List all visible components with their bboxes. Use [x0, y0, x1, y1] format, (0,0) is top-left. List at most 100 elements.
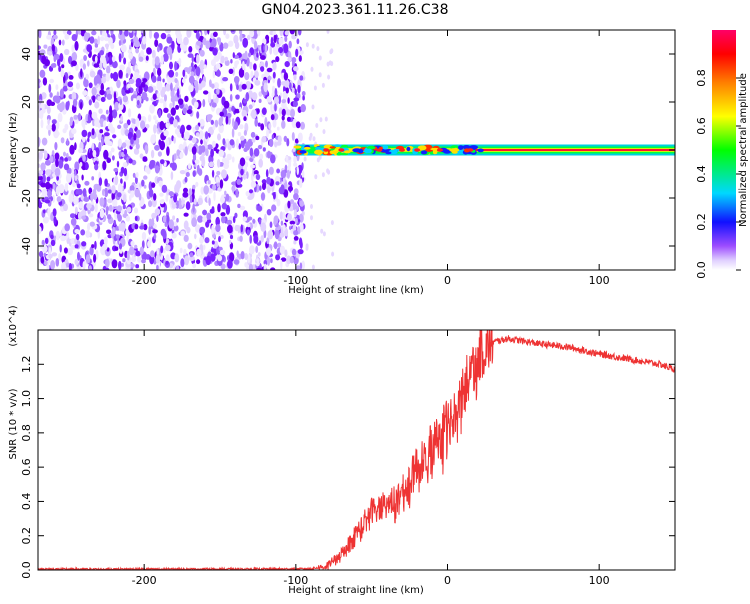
noise-speck: [150, 149, 155, 159]
noise-speck: [103, 187, 109, 198]
noise-speck: [81, 174, 84, 181]
noise-speck: [110, 30, 114, 36]
noise-speck: [195, 124, 200, 131]
noise-speck: [239, 30, 243, 35]
noise-speck: [224, 190, 227, 196]
band-blob: [366, 148, 372, 153]
noise-speck: [285, 87, 289, 94]
noise-speck: [283, 79, 290, 88]
noise-speck: [65, 101, 70, 111]
noise-speck: [266, 96, 272, 103]
noise-speck: [162, 215, 168, 223]
band-blob: [340, 144, 349, 148]
noise-speck: [93, 253, 97, 263]
noise-speck: [113, 91, 117, 102]
noise-speck: [111, 185, 116, 194]
noise-speck: [148, 225, 151, 235]
noise-speck: [279, 211, 284, 221]
noise-speck: [188, 46, 193, 53]
noise-speck: [196, 54, 200, 64]
noise-speck: [159, 98, 165, 104]
noise-speck: [168, 69, 175, 78]
noise-speck: [99, 55, 106, 64]
noise-speck: [46, 51, 53, 56]
noise-speck: [170, 82, 173, 92]
noise-speck: [202, 244, 206, 251]
noise-speck: [188, 163, 191, 170]
noise-speck: [264, 116, 268, 127]
noise-speck: [189, 252, 194, 258]
noise-speck: [102, 120, 107, 128]
noise-speck: [135, 129, 141, 139]
noise-speck: [59, 244, 62, 253]
noise-speck: [223, 42, 229, 49]
noise-speck: [147, 114, 152, 122]
noise-speck: [132, 172, 136, 178]
noise-speck: [64, 33, 70, 40]
noise-speck: [312, 136, 316, 142]
noise-speck: [173, 97, 180, 102]
noise-speck: [109, 55, 112, 66]
noise-speck: [167, 113, 172, 119]
noise-speck: [89, 246, 94, 256]
noise-speck: [118, 53, 122, 63]
noise-speck: [321, 172, 325, 178]
noise-speck: [54, 142, 58, 151]
noise-speck: [257, 30, 261, 37]
noise-speck: [135, 143, 140, 150]
noise-speck: [44, 199, 51, 204]
noise-speck: [268, 76, 272, 81]
noise-speck: [272, 45, 279, 56]
noise-speck: [310, 66, 314, 72]
noise-speck: [172, 97, 175, 108]
noise-speck: [88, 265, 92, 270]
noise-speck: [238, 68, 245, 78]
noise-speck: [104, 91, 107, 98]
noise-speck: [150, 134, 156, 144]
noise-speck: [149, 104, 155, 114]
noise-speck: [212, 94, 217, 100]
noise-speck: [191, 137, 197, 144]
noise-speck: [100, 96, 106, 103]
noise-speck: [141, 231, 147, 241]
noise-speck: [245, 80, 252, 90]
noise-speck: [288, 185, 293, 192]
noise-speck: [65, 173, 72, 184]
x-tick-label: 100: [589, 274, 610, 287]
noise-speck: [40, 255, 45, 264]
noise-speck: [258, 218, 262, 225]
noise-speck: [55, 186, 60, 196]
noise-speck: [71, 34, 78, 42]
noise-speck: [118, 40, 122, 46]
noise-speck: [104, 178, 108, 187]
noise-speck: [69, 116, 74, 124]
noise-speck: [258, 98, 262, 103]
noise-speck: [105, 207, 109, 216]
noise-speck: [114, 101, 120, 112]
noise-speck: [44, 59, 50, 67]
noise-speck: [93, 183, 100, 190]
noise-speck: [58, 253, 62, 261]
noise-speck: [274, 229, 280, 240]
noise-speck: [94, 202, 98, 213]
noise-speck: [249, 61, 253, 70]
noise-speck: [58, 159, 64, 169]
noise-speck: [80, 229, 86, 236]
noise-speck: [184, 131, 190, 140]
noise-speck: [211, 83, 215, 89]
noise-speck: [223, 100, 230, 109]
noise-speck: [48, 254, 53, 259]
noise-speck: [310, 204, 313, 209]
noise-speck: [200, 186, 205, 195]
noise-speck: [87, 222, 91, 231]
noise-speck: [107, 198, 113, 204]
noise-speck: [60, 235, 66, 242]
noise-speck: [162, 53, 169, 62]
noise-speck: [229, 83, 233, 92]
noise-speck: [91, 30, 97, 36]
noise-speck: [283, 189, 289, 198]
noise-speck: [94, 163, 99, 171]
noise-speck: [60, 137, 65, 144]
noise-speck: [284, 30, 290, 36]
noise-speck: [83, 55, 87, 61]
